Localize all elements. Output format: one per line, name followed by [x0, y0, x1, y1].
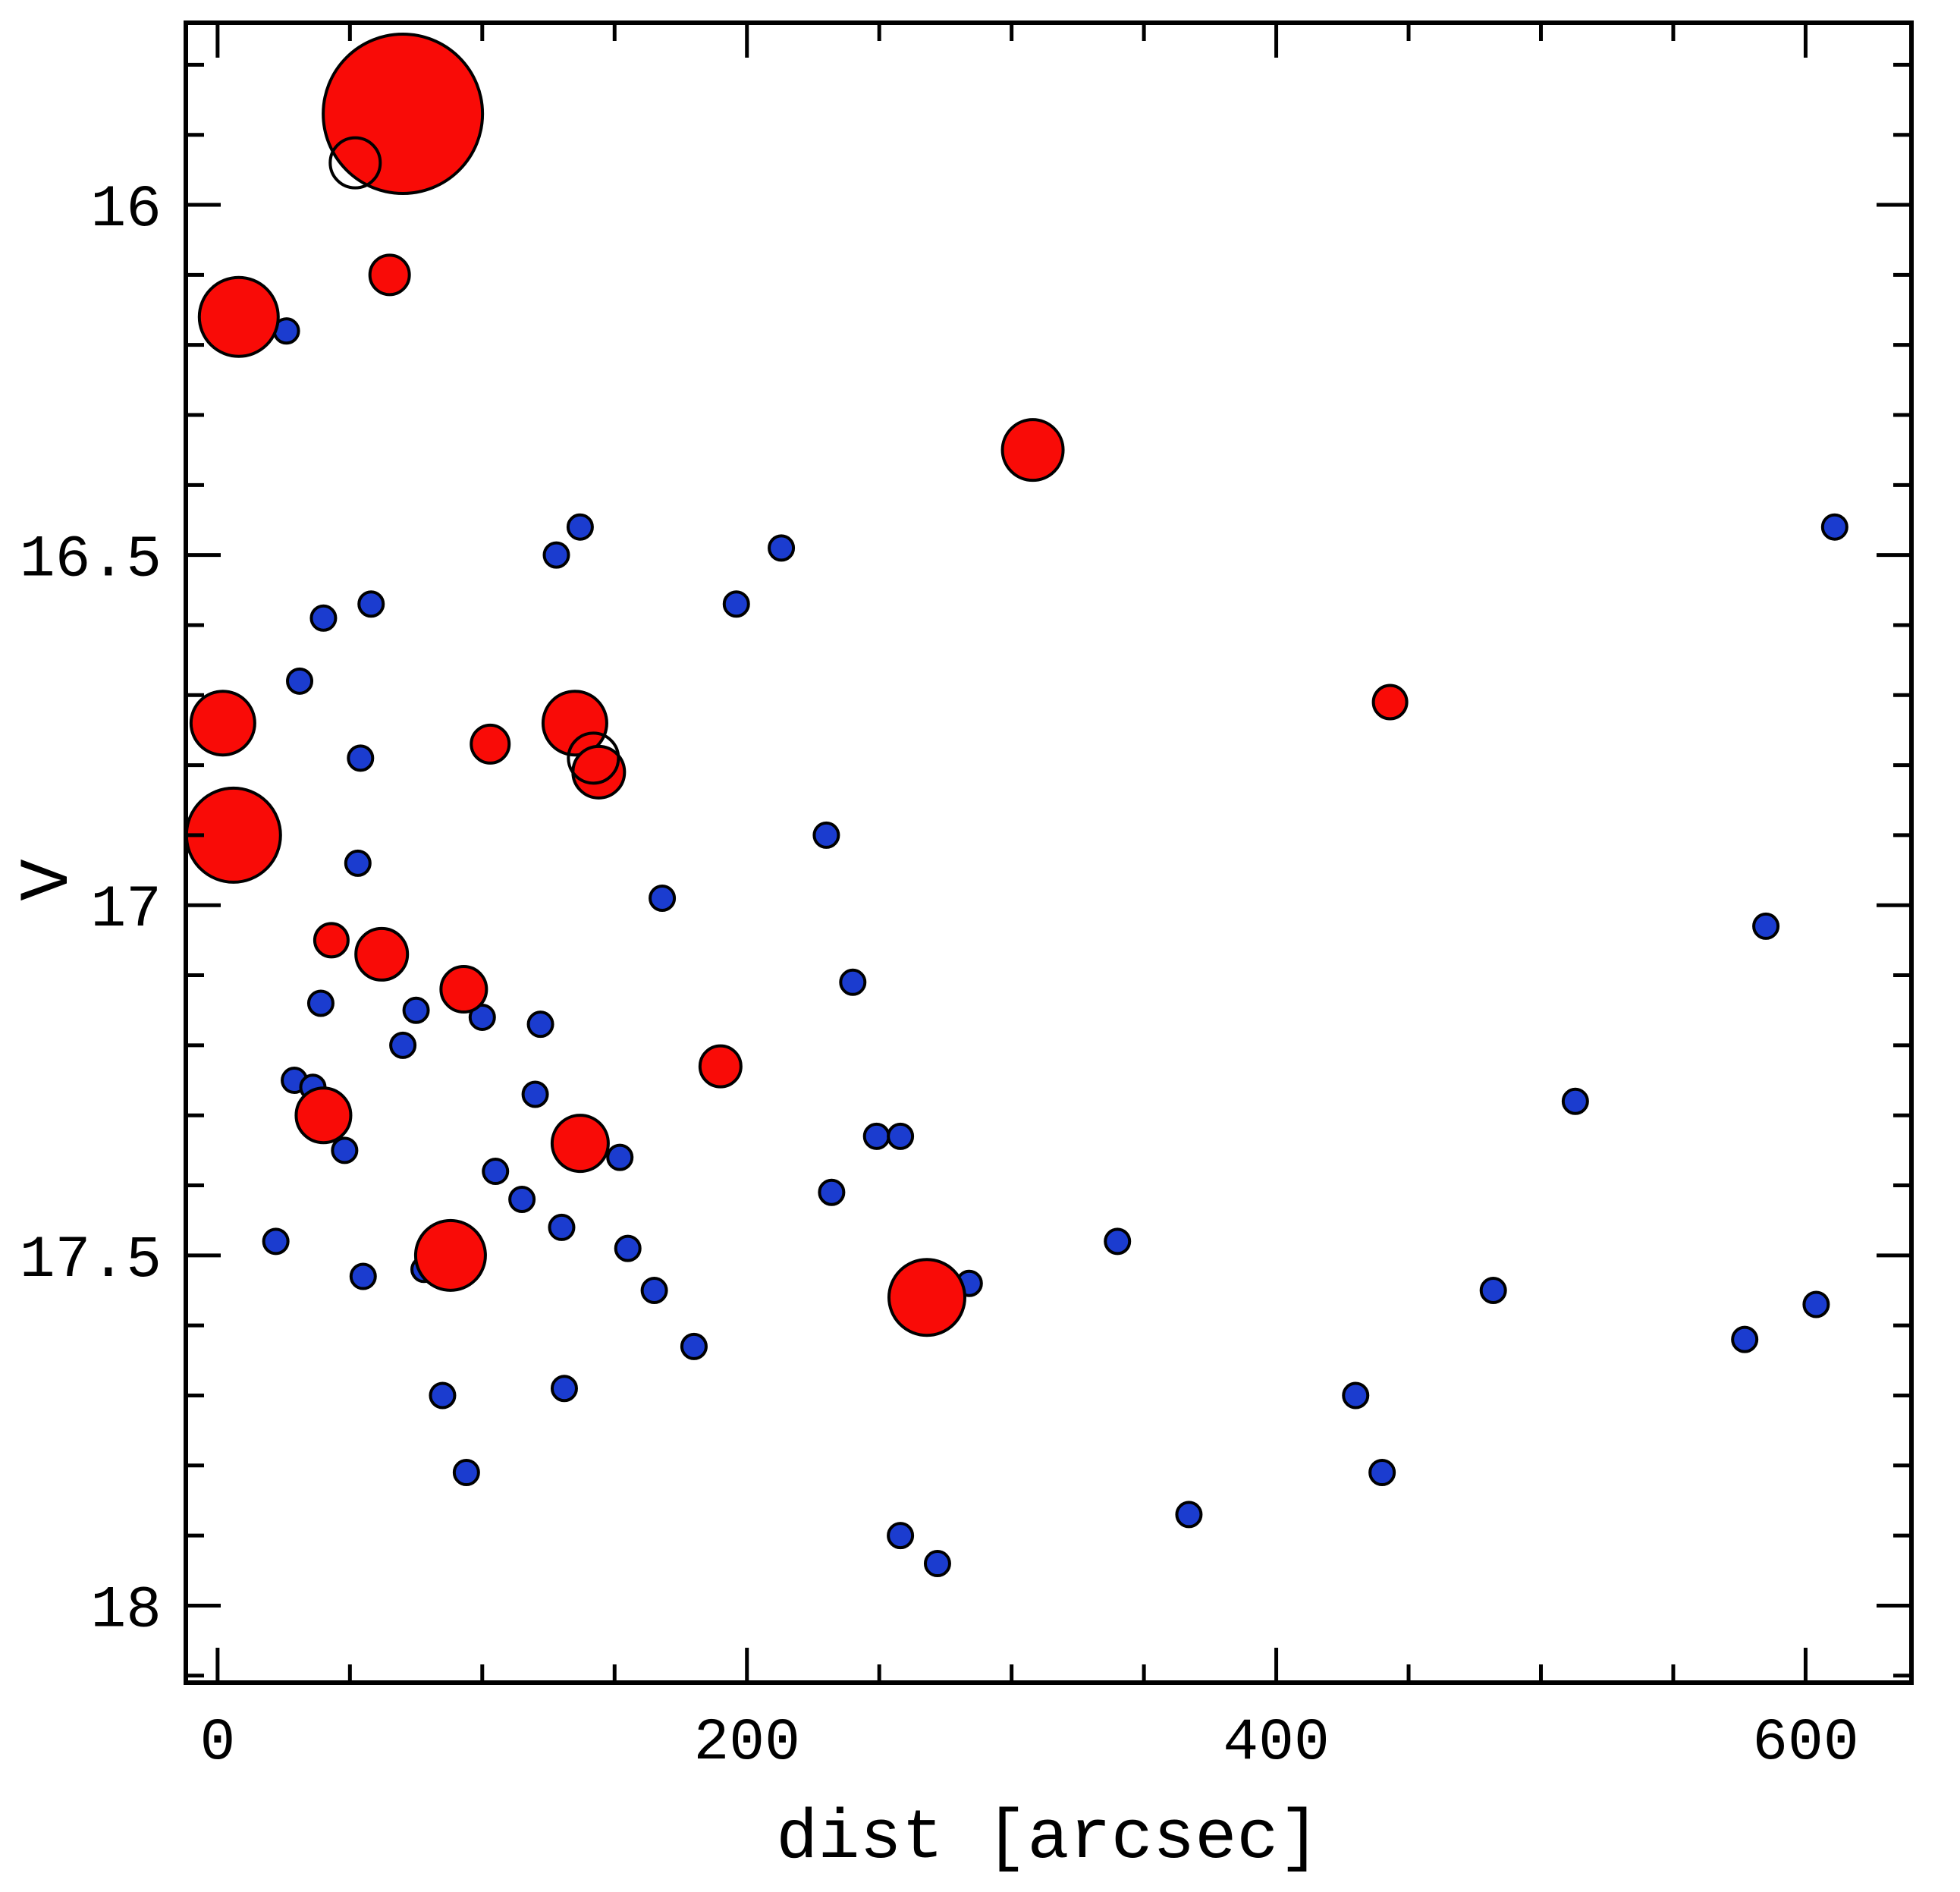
open-circle-marker: [328, 136, 382, 190]
blue-small-marker: [389, 1031, 417, 1059]
red-large-marker: [439, 965, 488, 1014]
red-large-marker: [550, 1114, 610, 1174]
points-layer: [188, 33, 1848, 1578]
x-tick-label: 600: [1752, 1710, 1858, 1777]
blue-small-marker: [1802, 1290, 1830, 1318]
y-tick-label: 18: [90, 1577, 162, 1644]
red-large-marker: [470, 723, 511, 765]
y-tick-label: 17: [90, 877, 162, 944]
blue-small-marker: [482, 1158, 510, 1186]
open-circle-marker: [567, 731, 620, 785]
red-large-marker: [294, 1086, 353, 1145]
blue-small-marker: [566, 513, 594, 541]
blue-small-marker: [640, 1277, 668, 1305]
blue-small-marker: [429, 1381, 457, 1410]
red-large-marker: [313, 922, 350, 959]
red-large-marker: [188, 786, 282, 884]
red-large-marker: [1371, 684, 1409, 721]
blue-small-marker: [1561, 1087, 1589, 1115]
x-tick-label: 400: [1223, 1710, 1329, 1777]
blue-small-marker: [550, 1375, 578, 1403]
blue-small-marker: [887, 1122, 915, 1150]
x-tick-label: 200: [694, 1710, 800, 1777]
blue-small-marker: [306, 989, 335, 1017]
blue-small-marker: [526, 1010, 554, 1039]
y-tick-label: 17.5: [20, 1227, 162, 1294]
blue-small-marker: [1820, 513, 1848, 541]
blue-small-marker: [357, 590, 385, 618]
blue-small-marker: [344, 849, 372, 877]
x-tick-label: 0: [199, 1710, 235, 1777]
blue-small-marker: [1479, 1277, 1507, 1305]
blue-small-marker: [1342, 1381, 1370, 1410]
red-large-marker: [1000, 418, 1065, 482]
blue-small-marker: [286, 667, 314, 695]
axes-layer: 0 200 400 600 16 16.5 17 17.5 18: [20, 20, 1914, 1777]
blue-small-marker: [606, 1143, 634, 1171]
blue-small-marker: [768, 534, 796, 562]
x-axis-label: dist [arcsec]: [776, 1799, 1321, 1878]
blue-small-marker: [1368, 1459, 1396, 1487]
blue-small-marker: [887, 1522, 915, 1550]
blue-small-marker: [1104, 1227, 1132, 1256]
blue-small-marker: [812, 821, 840, 849]
chart-frame: [184, 20, 1914, 1685]
y-tick-label: 16: [90, 177, 162, 244]
blue-small-marker: [468, 1003, 496, 1031]
blue-small-marker: [1752, 912, 1780, 940]
blue-small-marker: [1731, 1325, 1759, 1353]
blue-small-marker: [923, 1550, 951, 1578]
red-large-marker: [322, 33, 485, 196]
red-large-marker: [413, 1218, 487, 1292]
blue-small-marker: [614, 1234, 642, 1262]
blue-small-marker: [649, 885, 677, 913]
blue-small-marker: [402, 996, 430, 1024]
blue-small-marker: [1175, 1501, 1203, 1529]
blue-small-marker: [818, 1178, 846, 1206]
blue-small-marker: [508, 1185, 536, 1213]
blue-small-marker: [548, 1213, 576, 1241]
blue-small-marker: [542, 541, 570, 569]
red-large-marker: [698, 1044, 743, 1089]
blue-small-marker: [722, 590, 750, 618]
red-large-marker: [354, 926, 410, 982]
red-large-marker: [541, 690, 608, 757]
red-large-marker: [197, 275, 280, 358]
blue-small-marker: [452, 1459, 480, 1487]
blue-small-marker: [521, 1080, 549, 1108]
blue-small-marker: [862, 1122, 890, 1150]
blue-small-marker: [262, 1227, 290, 1256]
blue-small-marker: [309, 604, 338, 632]
red-large-marker: [887, 1258, 966, 1337]
y-axis-label: V: [8, 859, 88, 900]
blue-small-marker: [349, 1262, 377, 1290]
y-tick-label: 16.5: [20, 527, 162, 594]
red-large-marker: [368, 253, 411, 297]
blue-small-marker: [839, 968, 867, 996]
red-large-marker: [189, 690, 256, 757]
blue-small-marker: [680, 1332, 708, 1360]
blue-small-marker: [331, 1136, 359, 1164]
blue-small-marker: [347, 744, 375, 772]
